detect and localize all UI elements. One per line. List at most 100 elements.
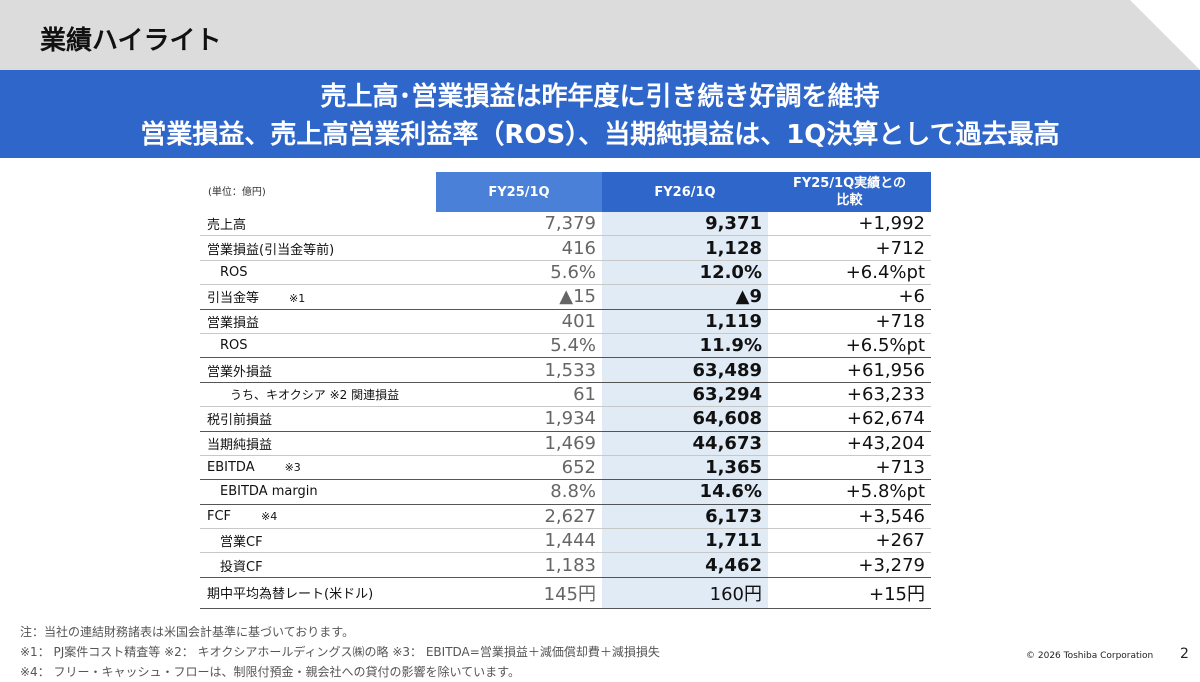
cell-comparison: +713	[768, 455, 931, 481]
cell-comparison: +6	[768, 284, 931, 310]
cell-comparison: +718	[768, 309, 931, 334]
table-row: 税引前損益 1,934 64,608 +62,674	[200, 406, 931, 432]
table-row: 営業損益(引当金等前) 416 1,128 +712	[200, 235, 931, 261]
table-row: 営業CF 1,444 1,711 +267	[200, 528, 931, 554]
cell-fy26: ▲9	[602, 284, 768, 310]
cell-fy25: 5.4%	[436, 333, 602, 359]
table-row: EBITDA ※3 652 1,365 +713	[200, 455, 931, 481]
row-label: FCF ※4	[200, 504, 436, 530]
row-label-text: EBITDA margin	[220, 484, 318, 500]
row-label: 営業CF	[200, 528, 436, 554]
results-table: (単位：億円) FY25/1Q FY26/1Q FY25/1Q実績との 比較 売…	[200, 172, 931, 609]
row-label: 引当金等 ※1	[200, 284, 436, 310]
row-label-text: うち、キオクシア ※2 関連損益	[230, 387, 400, 402]
page-number: 2	[1180, 646, 1189, 662]
cell-comparison: +62,674	[768, 406, 931, 432]
copyright: © 2026 Toshiba Corporation	[1026, 651, 1154, 661]
cell-comparison: +712	[768, 235, 931, 261]
row-label-text: 引当金等	[207, 291, 260, 307]
cell-comparison: +63,233	[768, 382, 931, 408]
cell-fy25: 416	[436, 235, 602, 261]
cell-comparison: +3,546	[768, 504, 931, 530]
cell-fy25: 61	[436, 382, 602, 408]
table-row: 期中平均為替レート(米ドル) 145円 160円 +15円	[200, 577, 931, 609]
cell-comparison: +61,956	[768, 357, 931, 383]
table-row: うち、キオクシア ※2 関連損益 61 63,294 +63,233	[200, 382, 931, 408]
cell-fy26: 1,128	[602, 235, 768, 261]
row-label-text: EBITDA	[207, 460, 255, 476]
row-label: 売上高	[200, 212, 436, 237]
cell-fy26: 4,462	[602, 552, 768, 578]
footnotes: 注：当社の連結財務諸表は米国会計基準に基づいております。 ※1： PJ案件コスト…	[20, 622, 660, 682]
table-header-row: (単位：億円) FY25/1Q FY26/1Q FY25/1Q実績との 比較	[200, 172, 931, 212]
cell-fy26: 1,711	[602, 528, 768, 554]
cell-fy25: 652	[436, 455, 602, 481]
row-label: 投資CF	[200, 552, 436, 578]
cell-fy25: ▲15	[436, 284, 602, 310]
cell-comparison: +43,204	[768, 431, 931, 456]
cell-fy26: 64,608	[602, 406, 768, 432]
col-header-fy26: FY26/1Q	[602, 172, 768, 212]
row-label: 営業外損益	[200, 357, 436, 383]
cell-comparison: +6.5%pt	[768, 333, 931, 359]
cell-fy26: 63,489	[602, 357, 768, 383]
row-label-text: 営業損益(引当金等前)	[207, 242, 335, 258]
row-footnote-marker: ※1	[289, 292, 306, 306]
cell-comparison: +5.8%pt	[768, 479, 931, 505]
cell-comparison: +15円	[768, 577, 931, 609]
row-label: うち、キオクシア ※2 関連損益	[200, 382, 436, 408]
footnote-2: ※1： PJ案件コスト精査等 ※2： キオクシアホールディングス㈱の略 ※3： …	[20, 645, 660, 659]
cell-comparison: +3,279	[768, 552, 931, 578]
page-title: 業績ハイライト	[40, 26, 222, 56]
row-label: 税引前損益	[200, 406, 436, 432]
cell-fy25: 7,379	[436, 212, 602, 237]
row-label: 営業損益	[200, 309, 436, 334]
row-label-text: 投資CF	[220, 559, 263, 575]
cell-fy26: 11.9%	[602, 333, 768, 359]
cell-fy26: 14.6%	[602, 479, 768, 505]
footnote-1: 注：当社の連結財務諸表は米国会計基準に基づいております。	[20, 625, 355, 639]
table-row: 営業外損益 1,533 63,489 +61,956	[200, 357, 931, 383]
col-header-comparison-line1: FY25/1Q実績との	[792, 176, 907, 191]
cell-fy26: 6,173	[602, 504, 768, 530]
cell-comparison: +267	[768, 528, 931, 554]
cell-fy25: 1,444	[436, 528, 602, 554]
row-label-text: 営業損益	[207, 315, 260, 331]
header-corner-wedge	[1130, 0, 1200, 70]
cell-fy25: 1,469	[436, 431, 602, 456]
row-label: 当期純損益	[200, 431, 436, 456]
row-label-text: FCF	[207, 508, 232, 524]
footnote-3: ※4： フリー・キャッシュ・フローは、制限付預金・親会社への貸付の影響を除いてい…	[20, 665, 520, 679]
col-header-comparison: FY25/1Q実績との 比較	[768, 172, 931, 212]
row-label-text: 営業外損益	[207, 364, 273, 380]
cell-fy25: 401	[436, 309, 602, 334]
table-row: ROS 5.4% 11.9% +6.5%pt	[200, 333, 931, 359]
row-label: EBITDA margin	[200, 479, 436, 505]
cell-fy25: 1,533	[436, 357, 602, 383]
table-row: ROS 5.6% 12.0% +6.4%pt	[200, 260, 931, 286]
cell-fy25: 145円	[436, 577, 602, 609]
cell-fy25: 1,934	[436, 406, 602, 432]
row-label-text: 期中平均為替レート(米ドル)	[207, 587, 374, 603]
row-label: ROS	[200, 260, 436, 286]
cell-fy26: 1,365	[602, 455, 768, 481]
cell-comparison: +6.4%pt	[768, 260, 931, 286]
top-header-bar	[0, 0, 1200, 70]
row-label: 期中平均為替レート(米ドル)	[200, 577, 436, 609]
row-label: 営業損益(引当金等前)	[200, 235, 436, 261]
table-row: 投資CF 1,183 4,462 +3,279	[200, 552, 931, 578]
cell-fy26: 44,673	[602, 431, 768, 456]
cell-fy26: 9,371	[602, 212, 768, 237]
row-label: ROS	[200, 333, 436, 359]
row-label-text: ROS	[220, 338, 248, 354]
table-row: EBITDA margin 8.8% 14.6% +5.8%pt	[200, 479, 931, 505]
summary-banner: 売上高･営業損益は昨年度に引き続き好調を維持 営業損益、売上高営業利益率（ROS…	[0, 70, 1200, 158]
row-label-text: 営業CF	[220, 535, 263, 551]
row-label-text: 当期純損益	[207, 437, 273, 453]
table-row: 営業損益 401 1,119 +718	[200, 309, 931, 334]
table-row: 当期純損益 1,469 44,673 +43,204	[200, 431, 931, 456]
col-header-comparison-line2: 比較	[836, 193, 863, 208]
row-label-text: 売上高	[207, 218, 247, 234]
cell-fy25: 2,627	[436, 504, 602, 530]
table-row: FCF ※4 2,627 6,173 +3,546	[200, 504, 931, 530]
